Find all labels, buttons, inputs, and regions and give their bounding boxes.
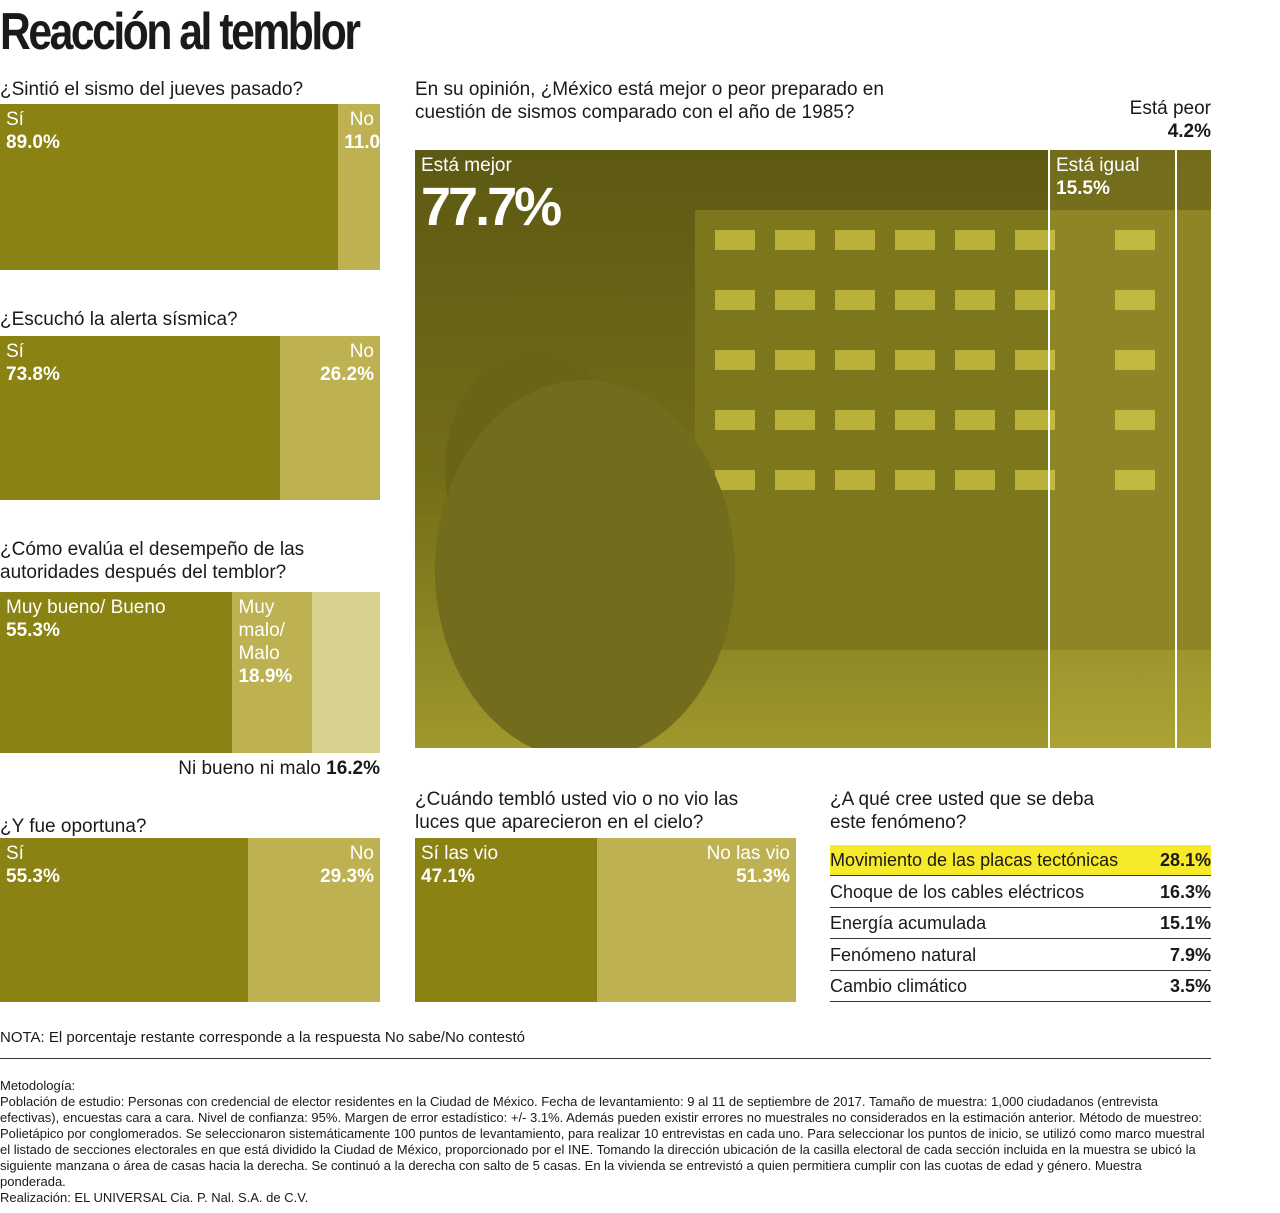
bar-segment	[0, 104, 339, 270]
segment-label: Está mejor 77.7%	[421, 154, 1044, 237]
value-label: 11.0%	[344, 132, 398, 153]
segment-label: Sí 55.3%	[6, 842, 242, 888]
value-label: 7.9%	[1169, 944, 1211, 965]
bar-segment	[415, 150, 1050, 748]
bar-segment	[0, 838, 249, 1002]
category-label: Está peor	[1129, 98, 1211, 119]
category-label: Muy malo/ Malo	[238, 597, 285, 664]
list-row: Cambio climático 3.5%	[830, 971, 1211, 1002]
segment-label: Está peor 4.2%	[1011, 97, 1211, 143]
segment-label: No las vio 51.3%	[603, 842, 790, 888]
chart-question: En su opinión, ¿México está mejor o peor…	[415, 79, 884, 123]
category-label: No	[349, 109, 374, 130]
segment-label: Sí 89.0%	[6, 108, 332, 154]
page-title: Reacción al temblor	[0, 3, 361, 61]
value-label: 28.1%	[1159, 850, 1211, 870]
methodology: Metodología: Población de estudio: Perso…	[0, 1078, 1211, 1206]
category-label: No	[349, 843, 374, 864]
chart-question: ¿Escuchó la alerta sísmica?	[0, 309, 238, 330]
value-label: 15.5%	[1056, 178, 1110, 199]
value-label: 3.5%	[1169, 976, 1211, 996]
value-label: 89.0%	[6, 132, 60, 153]
list-label: Cambio climático	[830, 976, 968, 996]
segment-label: No 26.2%	[286, 340, 374, 386]
value-label: 77.7%	[421, 177, 562, 237]
category-label: No las vio	[706, 843, 790, 864]
value-label: 15.1%	[1159, 913, 1211, 933]
chart-question: ¿Y fue oportuna?	[0, 816, 147, 837]
chart-question: ¿A qué cree usted que se deba este fenóm…	[830, 789, 1095, 833]
segment-divider	[1174, 150, 1177, 748]
list-row: Choque de los cables eléctricos 16.3%	[830, 877, 1211, 908]
list-row: Energía acumulada 15.1%	[830, 908, 1211, 939]
segment-label: Está igual 15.5%	[1056, 154, 1171, 200]
segment-divider	[1048, 150, 1050, 748]
bar-segment	[232, 592, 312, 753]
chart-question: ¿Sintió el sismo del jueves pasado?	[0, 79, 304, 100]
bar-segment	[597, 838, 796, 1002]
chart-question: ¿Cómo evalúa el desempeño de las autorid…	[0, 539, 305, 583]
value-label: 55.3%	[6, 620, 60, 641]
category-label: Sí	[6, 843, 24, 864]
value-label: 51.3%	[736, 866, 790, 887]
value-label: 16.2%	[326, 758, 380, 779]
bar-segment	[0, 336, 281, 500]
segment-label: Muy malo/ Malo 18.9%	[238, 596, 305, 688]
note: NOTA: El porcentaje restante corresponde…	[0, 1029, 526, 1046]
bar-segment	[280, 336, 380, 500]
value-label: 73.8%	[6, 364, 60, 385]
bar-segment	[311, 592, 380, 753]
category-label: Sí las vio	[421, 843, 499, 864]
value-label: 18.9%	[238, 666, 293, 687]
segment-label: Sí 73.8%	[6, 340, 274, 386]
category-label: Ni bueno ni malo	[178, 758, 321, 779]
bar-segment	[415, 838, 598, 1002]
category-label: Muy bueno/ Bueno	[6, 597, 166, 618]
segment-label: Muy bueno/ Bueno 55.3%	[6, 596, 226, 642]
list-label: Choque de los cables eléctricos	[830, 881, 1085, 902]
credit: Realización: EL UNIVERSAL Cia. P. Nal. S…	[0, 1190, 309, 1205]
bar-segment	[248, 838, 380, 1002]
list-label: Movimiento de las placas tectónicas	[830, 850, 1119, 870]
segment-label: No 11.0%	[344, 108, 398, 154]
divider	[0, 1058, 1211, 1059]
segment-label: Ni bueno ni malo 16.2%	[0, 757, 380, 780]
value-label: 16.3%	[1159, 881, 1211, 902]
value-label: 29.3%	[320, 866, 374, 887]
category-label: Sí	[6, 109, 24, 130]
methodology-text: Población de estudio: Personas con crede…	[0, 1094, 1205, 1189]
bar-segment	[1050, 150, 1177, 748]
bar-segment	[0, 592, 233, 753]
chart-question: ¿Cuándo tembló usted vio o no vio las lu…	[415, 789, 739, 833]
category-label: Está mejor	[421, 155, 512, 176]
segment-label: Sí las vio 47.1%	[421, 842, 591, 888]
list-label: Fenómeno natural	[830, 944, 977, 965]
methodology-heading: Metodología:	[0, 1078, 76, 1093]
list-label: Energía acumulada	[830, 913, 987, 933]
value-label: 55.3%	[6, 866, 60, 887]
category-label: Está igual	[1056, 155, 1140, 176]
list-row: Fenómeno natural 7.9%	[830, 940, 1211, 971]
value-label: 4.2%	[1167, 121, 1211, 142]
value-label: 26.2%	[320, 364, 374, 385]
category-label: No	[349, 341, 374, 362]
list-row: Movimiento de las placas tectónicas 28.1%	[830, 845, 1211, 876]
segment-label: No 29.3%	[254, 842, 374, 888]
category-label: Sí	[6, 341, 24, 362]
bar-segment	[338, 104, 380, 270]
value-label: 47.1%	[421, 866, 475, 887]
bar-segment	[1176, 150, 1211, 748]
